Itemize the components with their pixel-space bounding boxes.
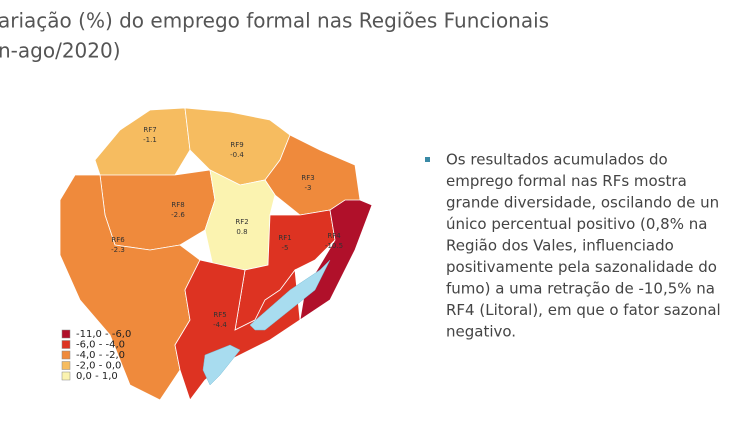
legend-label: -11,0 - -6,0 <box>76 329 131 340</box>
legend-swatch <box>61 340 71 349</box>
region-name: RF3 <box>301 174 314 182</box>
bullet-line: Região dos Vales, influenciado <box>446 237 674 255</box>
region-value: -4.4 <box>213 321 227 329</box>
subtitle: n-ago/2020) <box>0 39 121 63</box>
region-name: RF4 <box>327 232 341 240</box>
bullet-line: positivamente pela sazonalidade do <box>446 258 717 276</box>
legend-swatch <box>61 350 71 360</box>
region-value: -10.5 <box>325 242 343 250</box>
title: ariação (%) do emprego formal nas Regiõe… <box>0 9 549 33</box>
bullet-text: Os resultados acumulados do emprego forma… <box>446 151 721 341</box>
lagoon <box>249 259 331 331</box>
region-value: -1.1 <box>143 136 157 144</box>
bullet-line: Os resultados acumulados do <box>446 151 668 169</box>
legend-label: 0,0 - 1,0 <box>76 371 118 382</box>
bullet-line: fumo) a uma retração de -10,5% na <box>446 280 715 298</box>
legend-label: -6,0 - -4,0 <box>76 340 125 351</box>
legend-label: -4,0 - -2,0 <box>76 350 125 361</box>
bullet-line: grande diversidade, oscilando de un <box>446 194 719 212</box>
region-name: RF5 <box>213 311 226 319</box>
map: RF7 -1.1 RF9 -0.4 RF3 -3 RF8 -2.6 RF6 -2.3 RF2 0.8 R… <box>59 107 373 401</box>
legend-swatch <box>61 361 71 370</box>
region-value: -3 <box>305 184 312 192</box>
region-value: -2.3 <box>111 246 125 254</box>
bullet-line: emprego formal nas RFs mostra <box>446 172 687 190</box>
region-value: -5 <box>282 244 289 252</box>
region-name: RF7 <box>143 126 156 134</box>
bullet-line: único percentual positivo (0,8% na <box>446 215 707 233</box>
region-name: RF2 <box>235 218 248 226</box>
legend-swatch <box>61 371 71 381</box>
legend-swatch <box>61 329 71 339</box>
region-name: RF8 <box>171 201 184 209</box>
region-value: -2.6 <box>171 211 185 219</box>
bullet-marker <box>425 157 430 162</box>
bullet-line: RF4 (Litoral), em que o fator sazonal <box>446 301 721 319</box>
region-value: -0.4 <box>230 151 244 159</box>
bullet-line: negativo. <box>446 323 516 341</box>
lagoon <box>202 344 241 386</box>
region <box>94 107 191 181</box>
region-name: RF9 <box>230 141 243 149</box>
region-value: 0.8 <box>236 228 247 236</box>
legend-label: -2,0 - 0,0 <box>76 361 121 372</box>
region <box>299 199 373 321</box>
region-name: RF1 <box>278 234 291 242</box>
region-name: RF6 <box>111 236 125 244</box>
